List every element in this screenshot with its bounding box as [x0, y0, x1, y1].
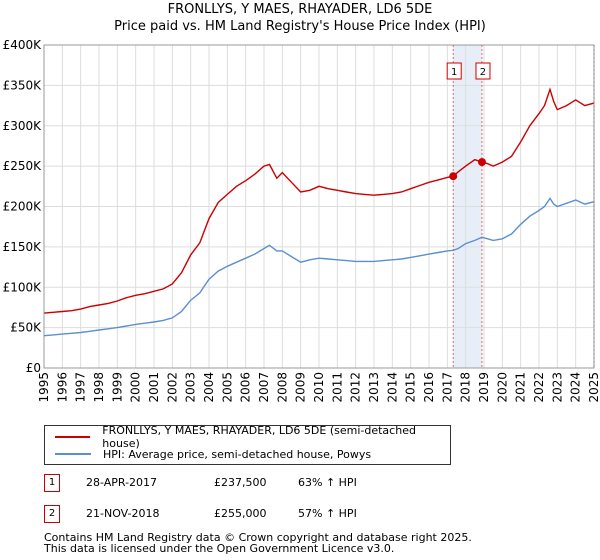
y-tick-label: £150K	[3, 240, 43, 254]
x-tick-label: 2002	[165, 372, 179, 403]
sale-marker-label-1: 1	[451, 67, 457, 78]
sale-point-1	[449, 172, 458, 181]
x-tick-label: 2023	[550, 372, 564, 403]
y-tick-label: £300K	[3, 119, 43, 133]
x-tick-label: 2011	[330, 372, 344, 403]
x-tick-label: 2025	[587, 372, 600, 403]
transaction-hpi: 57% ↑ HPI	[298, 507, 357, 520]
footer-attribution: Contains HM Land Registry data © Crown c…	[44, 532, 594, 554]
transaction-badge: 1	[44, 474, 60, 492]
transaction-hpi: 63% ↑ HPI	[298, 476, 357, 489]
legend-swatch-hpi	[55, 453, 91, 455]
sale-marker-label-2: 2	[480, 67, 486, 78]
x-tick-label: 2005	[220, 372, 234, 403]
y-tick-label: £200K	[3, 200, 43, 214]
x-tick-label: 2017	[440, 372, 454, 403]
x-tick-label: 1997	[74, 372, 88, 403]
transaction-date: 21-NOV-2018	[86, 507, 160, 520]
y-tick-label: £0	[26, 361, 41, 375]
y-tick-label: £50K	[10, 321, 42, 335]
footer-line-1: Contains HM Land Registry data © Crown c…	[44, 531, 472, 544]
y-tick-label: £350K	[3, 78, 43, 92]
chart-title: FRONLLYS, Y MAES, RHAYADER, LD6 5DE	[167, 2, 433, 17]
sale-marker-box-2	[475, 62, 491, 80]
transaction-price: £237,500	[214, 476, 267, 489]
x-tick-label: 2022	[532, 372, 546, 403]
y-tick-label: £250K	[3, 159, 43, 173]
x-tick-label: 2001	[147, 372, 161, 403]
x-tick-label: 2016	[422, 372, 436, 403]
x-tick-label: 2000	[129, 372, 143, 403]
sale-point-2	[477, 158, 486, 167]
transaction-badge: 2	[44, 505, 60, 523]
transaction-price: £255,000	[214, 507, 267, 520]
x-tick-label: 2010	[312, 372, 326, 403]
x-tick-label: 2012	[349, 372, 363, 403]
x-tick-label: 1998	[92, 372, 106, 403]
x-tick-label: 2004	[202, 372, 216, 403]
x-tick-label: 2007	[257, 372, 271, 403]
legend-item-property: FRONLLYS, Y MAES, RHAYADER, LD6 5DE (sem…	[55, 424, 450, 450]
legend-swatch-property	[55, 436, 91, 438]
series-line-property	[43, 87, 595, 314]
plot-frame	[43, 44, 595, 369]
x-tick-label: 2021	[514, 372, 528, 403]
x-tick-label: 2003	[184, 372, 198, 403]
x-tick-label: 1995	[37, 372, 51, 403]
sale-marker-box-1	[446, 62, 462, 80]
legend-label-property: FRONLLYS, Y MAES, RHAYADER, LD6 5DE (sem…	[102, 424, 416, 450]
series-line-hpi	[43, 197, 595, 337]
x-tick-label: 1996	[55, 372, 69, 403]
legend-label-hpi: HPI: Average price, semi-detached house,…	[103, 447, 372, 461]
y-tick-label: £400K	[3, 38, 43, 52]
x-tick-label: 1999	[110, 372, 124, 403]
x-tick-label: 2008	[275, 372, 289, 403]
chart-subtitle: Price paid vs. HM Land Registry's House …	[114, 19, 486, 34]
x-tick-label: 2018	[459, 372, 473, 403]
legend-item-hpi: HPI: Average price, semi-detached house,…	[55, 446, 371, 462]
x-tick-label: 2009	[294, 372, 308, 403]
x-tick-label: 2015	[404, 372, 418, 403]
price-chart: 1 2 £0 £50K £100K £150K £200K £250K £300K £350K £4…	[3, 38, 600, 403]
x-tick-label: 2006	[239, 372, 253, 403]
x-tick-label: 2024	[569, 372, 583, 403]
chart-legend: FRONLLYS, Y MAES, RHAYADER, LD6 5DE (sem…	[44, 424, 451, 465]
transaction-date: 28-APR-2017	[86, 476, 158, 489]
y-tick-label: £100K	[3, 280, 43, 294]
x-tick-label: 2014	[385, 372, 399, 403]
x-tick-label: 2019	[477, 372, 491, 403]
footer-line-2: This data is licensed under the Open Gov…	[44, 542, 395, 555]
x-tick-label: 2013	[367, 372, 381, 403]
x-tick-label: 2020	[495, 372, 509, 403]
